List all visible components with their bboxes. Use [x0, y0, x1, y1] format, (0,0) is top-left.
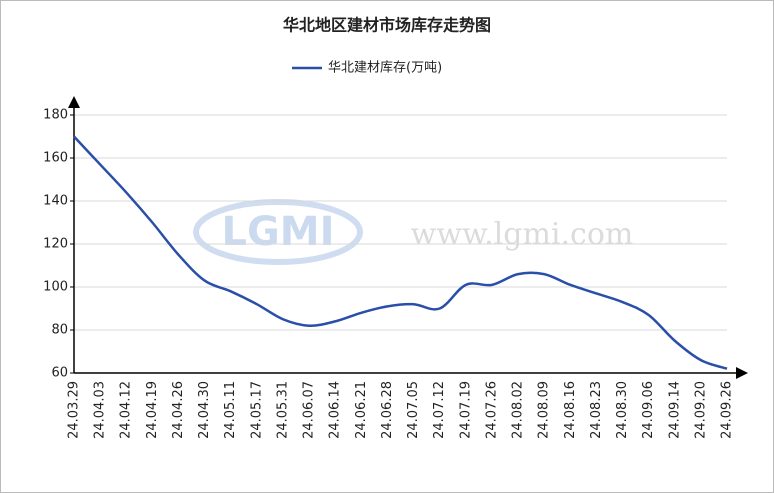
x-tick-label: 24.07.26 [484, 381, 499, 439]
x-tick-label: 24.05.31 [275, 381, 290, 439]
chart-title: 华北地区建材市场库存走势图 [283, 16, 491, 35]
y-tick-label: 180 [43, 108, 68, 123]
x-tick-label: 24.06.07 [302, 381, 317, 439]
series-line [73, 135, 728, 370]
x-tick-label: 24.06.14 [328, 381, 343, 439]
x-tick-label: 24.09.06 [641, 381, 656, 439]
y-tick-label: 80 [51, 323, 68, 338]
x-tick-label: 24.08.30 [615, 381, 630, 439]
watermark-url: www.lgmi.com [411, 217, 634, 252]
x-tick-label: 24.06.21 [354, 381, 369, 439]
x-tick-label: 24.08.23 [589, 381, 604, 439]
x-tick-label: 24.09.26 [720, 381, 735, 439]
x-tick-label: 24.08.16 [563, 381, 578, 439]
x-tick-label: 24.05.17 [249, 381, 264, 439]
watermark-logo [193, 199, 363, 265]
x-tick-label: 24.04.12 [119, 381, 134, 439]
y-tick-label: 120 [43, 237, 68, 252]
x-tick-label: 24.08.02 [511, 381, 526, 439]
y-tick-label: 60 [51, 366, 68, 381]
x-tick-label: 24.07.12 [432, 381, 447, 439]
watermark: LGMI www.lgmi.com [193, 199, 634, 265]
x-tick-label: 24.04.26 [171, 381, 186, 439]
y-axis-arrow [68, 96, 80, 108]
x-tick-label: 24.04.30 [197, 381, 212, 439]
x-tick-label: 24.08.09 [537, 381, 552, 439]
y-tick-label: 160 [43, 151, 68, 166]
x-tick-label: 24.06.28 [380, 381, 395, 439]
x-tick-label: 24.03.29 [67, 381, 82, 439]
x-tick-label: 24.07.19 [458, 381, 473, 439]
x-axis-arrow [736, 367, 748, 379]
x-tick-label: 24.09.20 [693, 381, 708, 439]
watermark-logo-text: LGMI [221, 209, 334, 255]
x-tick-label: 24.04.03 [93, 381, 108, 439]
x-tick-label: 24.04.19 [145, 381, 160, 439]
x-tick-label: 24.05.11 [223, 381, 238, 439]
legend-label: 华北建材库存(万吨) [328, 60, 442, 76]
y-tick-label: 100 [43, 280, 68, 295]
x-tick-label: 24.09.14 [667, 381, 682, 439]
y-tick-label: 140 [43, 194, 68, 209]
x-tick-label: 24.07.05 [406, 381, 421, 439]
